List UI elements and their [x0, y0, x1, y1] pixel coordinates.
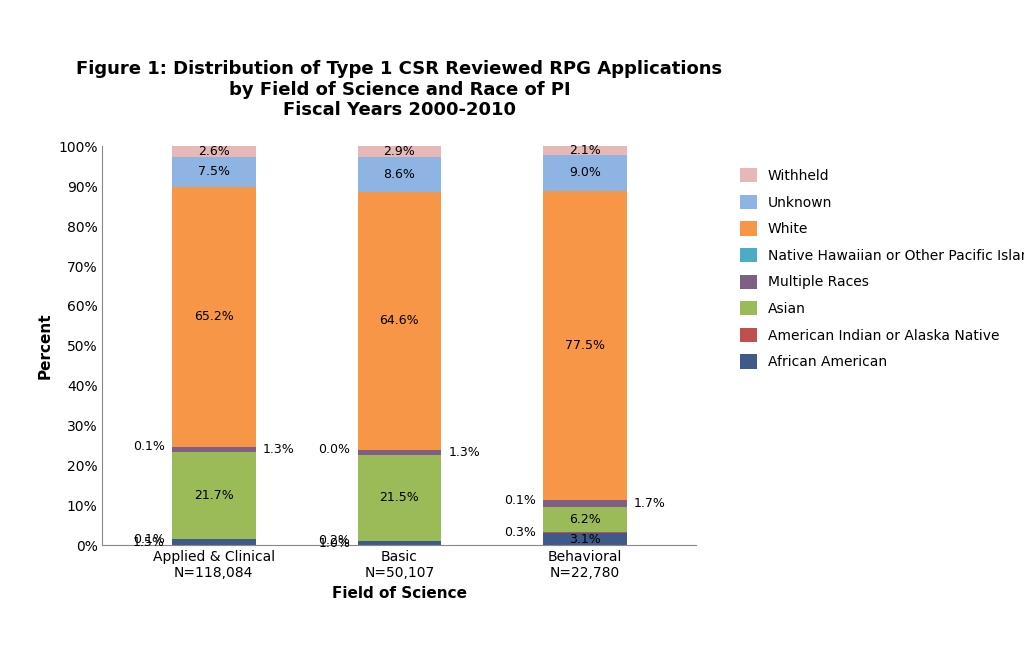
Text: 0.1%: 0.1%	[133, 440, 165, 454]
Bar	[357, 146, 441, 158]
Text: 9.0%: 9.0%	[569, 166, 601, 179]
Bar	[543, 500, 627, 507]
Bar	[357, 450, 441, 455]
Bar	[357, 541, 441, 545]
Bar	[357, 158, 441, 192]
Text: 0.1%: 0.1%	[504, 493, 536, 507]
Bar	[543, 532, 627, 533]
Text: 2.9%: 2.9%	[383, 145, 416, 158]
Bar	[172, 187, 256, 447]
Text: 6.2%: 6.2%	[569, 513, 601, 526]
Text: 21.7%: 21.7%	[194, 489, 233, 502]
Text: 64.6%: 64.6%	[380, 314, 419, 327]
Bar	[543, 533, 627, 545]
Text: 3.1%: 3.1%	[569, 533, 601, 545]
Text: 65.2%: 65.2%	[194, 310, 233, 323]
Text: 8.6%: 8.6%	[383, 168, 416, 181]
Text: 0.1%: 0.1%	[133, 533, 165, 545]
Bar	[172, 447, 256, 452]
Bar	[172, 157, 256, 187]
Text: 1.3%: 1.3%	[449, 446, 480, 459]
Bar	[543, 146, 627, 155]
Text: 1.3%: 1.3%	[263, 444, 295, 456]
Bar	[172, 146, 256, 157]
Text: Figure 1: Distribution of Type 1 CSR Reviewed RPG Applications
by Field of Scien: Figure 1: Distribution of Type 1 CSR Rev…	[77, 60, 722, 120]
Bar	[543, 155, 627, 191]
Text: 0.3%: 0.3%	[504, 526, 536, 539]
Bar	[357, 192, 441, 450]
Text: 2.1%: 2.1%	[569, 144, 601, 157]
Bar	[172, 539, 256, 545]
Bar	[172, 452, 256, 539]
Text: 0.0%: 0.0%	[318, 443, 350, 456]
Text: 1.0%: 1.0%	[318, 537, 350, 550]
Bar	[543, 191, 627, 500]
Text: 0.2%: 0.2%	[318, 535, 350, 547]
Bar	[543, 507, 627, 532]
Text: 21.5%: 21.5%	[380, 491, 419, 504]
X-axis label: Field of Science: Field of Science	[332, 586, 467, 601]
Legend: Withheld, Unknown, White, Native Hawaiian or Other Pacific Islander, Multiple Ra: Withheld, Unknown, White, Native Hawaiia…	[733, 161, 1024, 376]
Text: 77.5%: 77.5%	[565, 338, 605, 352]
Text: 7.5%: 7.5%	[198, 165, 229, 178]
Text: 1.7%: 1.7%	[634, 497, 666, 510]
Bar	[357, 455, 441, 541]
Y-axis label: Percent: Percent	[38, 313, 52, 379]
Text: 1.5%: 1.5%	[133, 536, 165, 549]
Text: 2.6%: 2.6%	[198, 145, 229, 158]
